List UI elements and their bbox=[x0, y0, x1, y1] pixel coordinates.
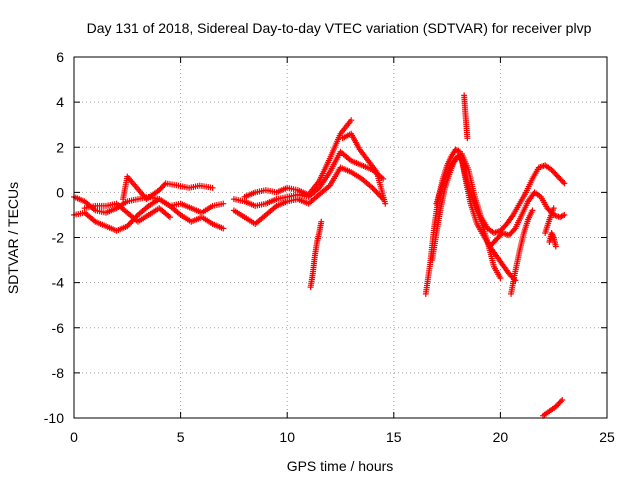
series-arc16 bbox=[542, 205, 557, 236]
series-arc1 bbox=[71, 193, 227, 216]
data-point bbox=[161, 181, 168, 188]
series-arc18 bbox=[546, 229, 559, 250]
series-arc5 bbox=[230, 164, 387, 227]
data-point bbox=[318, 218, 325, 225]
series-arc11 bbox=[433, 151, 568, 236]
series-arc3 bbox=[81, 200, 173, 225]
data-point bbox=[529, 207, 536, 214]
data-point bbox=[561, 180, 568, 187]
y-tick-label: 2 bbox=[56, 139, 64, 155]
data-point bbox=[464, 135, 471, 142]
x-tick-label: 20 bbox=[493, 429, 509, 445]
plot-frame bbox=[73, 56, 608, 419]
series-arc14 bbox=[461, 92, 471, 142]
series-arc13 bbox=[508, 207, 536, 297]
data-point bbox=[209, 184, 216, 191]
axes: 0 5 10 15 20 25 -10 -8 -6 -4 -2 0 2 4 6 bbox=[44, 49, 615, 445]
series-arc17 bbox=[120, 173, 216, 203]
data-point bbox=[557, 398, 564, 405]
y-tick-label: 4 bbox=[56, 94, 64, 110]
x-tick-label: 10 bbox=[279, 429, 295, 445]
grid bbox=[74, 57, 607, 418]
data-point bbox=[561, 211, 568, 218]
y-tick-label: -2 bbox=[52, 230, 65, 246]
data-point bbox=[220, 225, 227, 232]
y-tick-label: 0 bbox=[56, 184, 64, 200]
series-arc6 bbox=[241, 117, 355, 200]
y-tick-label: -10 bbox=[44, 410, 64, 426]
data-point bbox=[166, 214, 173, 221]
series-arc15 bbox=[540, 396, 566, 419]
y-tick-label: -6 bbox=[52, 320, 65, 336]
y-axis-label: SDTVAR / TECUs bbox=[5, 182, 21, 294]
x-tick-label: 25 bbox=[599, 429, 615, 445]
data-point bbox=[560, 178, 567, 185]
series-arc7 bbox=[339, 130, 389, 207]
x-tick-label: 5 bbox=[177, 429, 185, 445]
series-arc2 bbox=[71, 196, 227, 234]
series-arc8 bbox=[307, 218, 325, 291]
y-tick-label: -8 bbox=[52, 365, 65, 381]
chart-title: Day 131 of 2018, Sidereal Day-to-day VTE… bbox=[87, 20, 592, 36]
data-point bbox=[220, 200, 227, 207]
data-point bbox=[348, 117, 355, 124]
data-point bbox=[559, 396, 566, 403]
data-point bbox=[497, 275, 504, 282]
x-tick-label: 0 bbox=[70, 429, 78, 445]
y-tick-label: -4 bbox=[52, 275, 65, 291]
series-arc12 bbox=[486, 189, 568, 250]
x-axis-label: GPS time / hours bbox=[287, 458, 394, 474]
data-point bbox=[550, 205, 557, 212]
data-point bbox=[552, 243, 559, 250]
data-point bbox=[511, 226, 518, 233]
y-tick-label: 6 bbox=[56, 49, 64, 65]
x-tick-label: 15 bbox=[386, 429, 402, 445]
data-points bbox=[71, 92, 568, 419]
data-point bbox=[382, 200, 389, 207]
